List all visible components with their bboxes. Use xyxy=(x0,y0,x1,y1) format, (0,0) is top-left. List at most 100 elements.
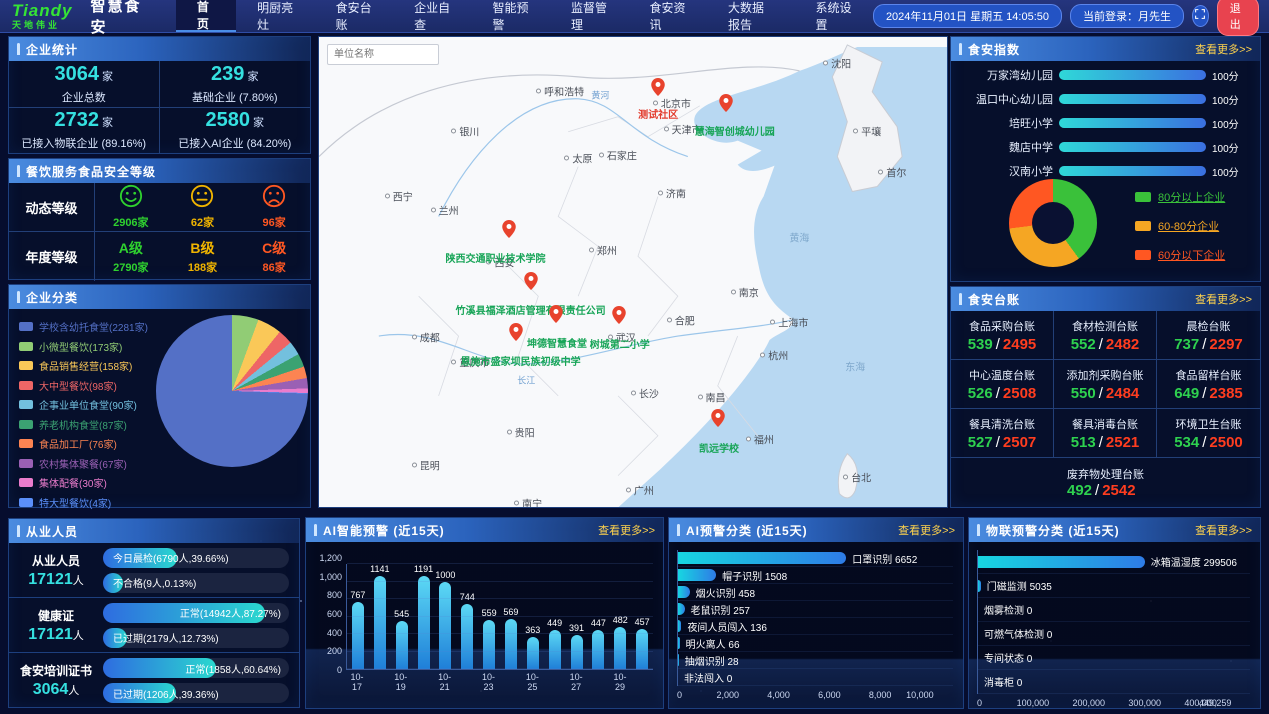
map-pin-icon[interactable] xyxy=(612,306,626,329)
level-cell: C级86家 xyxy=(238,238,310,275)
view-more-link[interactable]: 查看更多>> xyxy=(898,522,955,538)
grid-line xyxy=(347,633,653,634)
map-city-label: 首尔 xyxy=(878,165,906,180)
hbar[interactable] xyxy=(678,603,685,615)
hbar[interactable] xyxy=(678,654,679,666)
ledger-done: 550 xyxy=(1071,385,1096,402)
panel-iot-warning-category: 物联预警分类 (近15天) 查看更多>> 冰箱温湿度 299506门磁监测 50… xyxy=(968,517,1261,709)
city-name: 南京 xyxy=(739,284,759,299)
ledger-cell: 环境卫生台账534/2500 xyxy=(1157,409,1260,458)
bar[interactable] xyxy=(352,602,364,669)
nav-tab[interactable]: 明厨亮灶 xyxy=(236,0,314,32)
city-name: 南昌 xyxy=(706,390,726,405)
map-pin-icon[interactable] xyxy=(524,272,538,295)
map-enterprise-label[interactable]: 坤德智慧食堂 xyxy=(527,335,587,350)
stat-number: 3064 xyxy=(54,63,99,85)
map-pin-icon[interactable] xyxy=(651,78,665,101)
map-city-label: 杭州 xyxy=(760,347,788,362)
map-enterprise-label[interactable]: 测试社区 xyxy=(638,106,678,121)
hbar[interactable] xyxy=(978,556,1145,568)
bar[interactable] xyxy=(483,620,495,669)
hbar-row: 口罩识别 6652 xyxy=(678,550,953,567)
map-enterprise-label[interactable]: 恩施市盛家坝民族初级中学 xyxy=(461,353,581,368)
hbar[interactable] xyxy=(678,552,846,564)
map-city-label: 福州 xyxy=(746,432,774,447)
bar[interactable] xyxy=(592,630,604,669)
panel-header: 餐饮服务食品安全等级 xyxy=(9,159,310,183)
map-enterprise-label[interactable]: 凯远学校 xyxy=(699,440,739,455)
nav-tab[interactable]: 智能预警 xyxy=(472,0,550,32)
legend-swatch xyxy=(19,459,33,468)
x-tick-label xyxy=(456,672,478,692)
hbar-row: 抽烟识别 28 xyxy=(678,652,953,669)
logout-button[interactable]: 退出 xyxy=(1217,0,1259,36)
nav-tab[interactable]: 首页 xyxy=(176,0,236,32)
hbar-row: 非法闯入 0 xyxy=(678,669,953,686)
index-bar-fill xyxy=(1059,166,1206,176)
bar[interactable] xyxy=(549,630,561,669)
hbar-label: 帽子识别 1508 xyxy=(722,568,787,583)
level-cell: 96家 xyxy=(238,184,310,230)
hbar[interactable] xyxy=(678,586,690,598)
view-more-link[interactable]: 查看更多>> xyxy=(1195,41,1252,57)
ledger-value: 534/2500 xyxy=(1174,434,1243,451)
nav-tab[interactable]: 食安台账 xyxy=(315,0,393,32)
nav-tab[interactable]: 大数据报告 xyxy=(707,0,795,32)
view-more-link[interactable]: 查看更多>> xyxy=(1195,291,1252,307)
hbar-row: 明火离人 66 xyxy=(678,635,953,652)
ledger-footer-cell: 废弃物处理台账492/2542 xyxy=(951,458,1260,507)
hbar-label: 夜间人员闯入 136 xyxy=(687,619,766,634)
city-name: 呼和浩特 xyxy=(544,83,584,98)
hbar[interactable] xyxy=(678,620,681,632)
pie-legend-item: 小微型餐饮(173家) xyxy=(19,339,148,354)
view-more-link[interactable]: 查看更多>> xyxy=(1195,522,1252,538)
stat-cell: 3064 家企业总数 xyxy=(9,61,160,108)
map-enterprise-label[interactable]: 树城第二小学 xyxy=(590,336,650,351)
bar[interactable] xyxy=(396,621,408,669)
sea-label: 黄海 xyxy=(789,230,809,245)
x-tick-label: 10-17 xyxy=(346,672,368,692)
fullscreen-button[interactable] xyxy=(1192,5,1209,27)
map-pin-icon[interactable] xyxy=(502,220,516,243)
nav-tab[interactable]: 食安资讯 xyxy=(628,0,706,32)
china-map[interactable]: 沈阳呼和浩特北京市天津市银川石家庄太原济南西宁兰州郑州西安南京合肥上海市武汉杭州… xyxy=(318,36,948,508)
bar[interactable] xyxy=(505,619,517,669)
bar[interactable] xyxy=(571,635,583,669)
bar[interactable] xyxy=(461,604,473,669)
staff-section-unit: 人 xyxy=(73,575,84,587)
bar[interactable] xyxy=(374,576,386,669)
x-tick-label xyxy=(631,672,653,692)
nav-tab[interactable]: 监督管理 xyxy=(550,0,628,32)
ledger-slash: / xyxy=(1096,336,1106,353)
legend-label: 小微型餐饮(173家) xyxy=(39,339,122,354)
hbar[interactable] xyxy=(678,569,716,581)
ledger-cell: 食品留样台账649/2385 xyxy=(1157,360,1260,409)
nav-tab[interactable]: 系统设置 xyxy=(795,0,873,32)
panel-ai-warning-category: AI预警分类 (近15天) 查看更多>> 口罩识别 6652帽子识别 1508烟… xyxy=(668,517,964,709)
map-enterprise-label[interactable]: 慧海智创城幼儿园 xyxy=(695,123,775,138)
map-pin-icon[interactable] xyxy=(711,409,725,432)
hbar[interactable] xyxy=(678,637,680,649)
bar[interactable] xyxy=(636,629,648,669)
bar[interactable] xyxy=(527,637,539,669)
map-pin-icon[interactable] xyxy=(509,323,523,346)
staff-bars: 正常(1858人,60.64%)已过期(1206人,39.36%) xyxy=(103,658,299,703)
hbar-row: 专间状态 0 xyxy=(978,646,1250,670)
hbar-x-axis: 02,0004,0006,0008,00010,000 xyxy=(677,690,953,704)
hbar[interactable] xyxy=(978,580,981,592)
map-enterprise-label[interactable]: 竹溪县福泽酒店管理有限责任公司 xyxy=(456,302,606,317)
bar[interactable] xyxy=(439,582,451,670)
map-pin-icon[interactable] xyxy=(719,94,733,117)
staff-info: 食安培训证书3064人 xyxy=(9,662,103,699)
map-enterprise-label[interactable]: 陕西交通职业技术学院 xyxy=(445,250,545,265)
bar[interactable] xyxy=(418,576,430,669)
map-pin-icon[interactable] xyxy=(549,305,563,328)
nav-tab[interactable]: 企业自查 xyxy=(393,0,471,32)
ledger-slash: / xyxy=(993,434,1003,451)
city-dot-icon xyxy=(385,194,390,199)
map-search-input[interactable] xyxy=(327,44,439,65)
stat-number: 2732 xyxy=(54,109,99,131)
bar-value-label: 457 xyxy=(635,617,650,627)
ledger-total: 2508 xyxy=(1003,385,1036,402)
view-more-link[interactable]: 查看更多>> xyxy=(598,522,655,538)
